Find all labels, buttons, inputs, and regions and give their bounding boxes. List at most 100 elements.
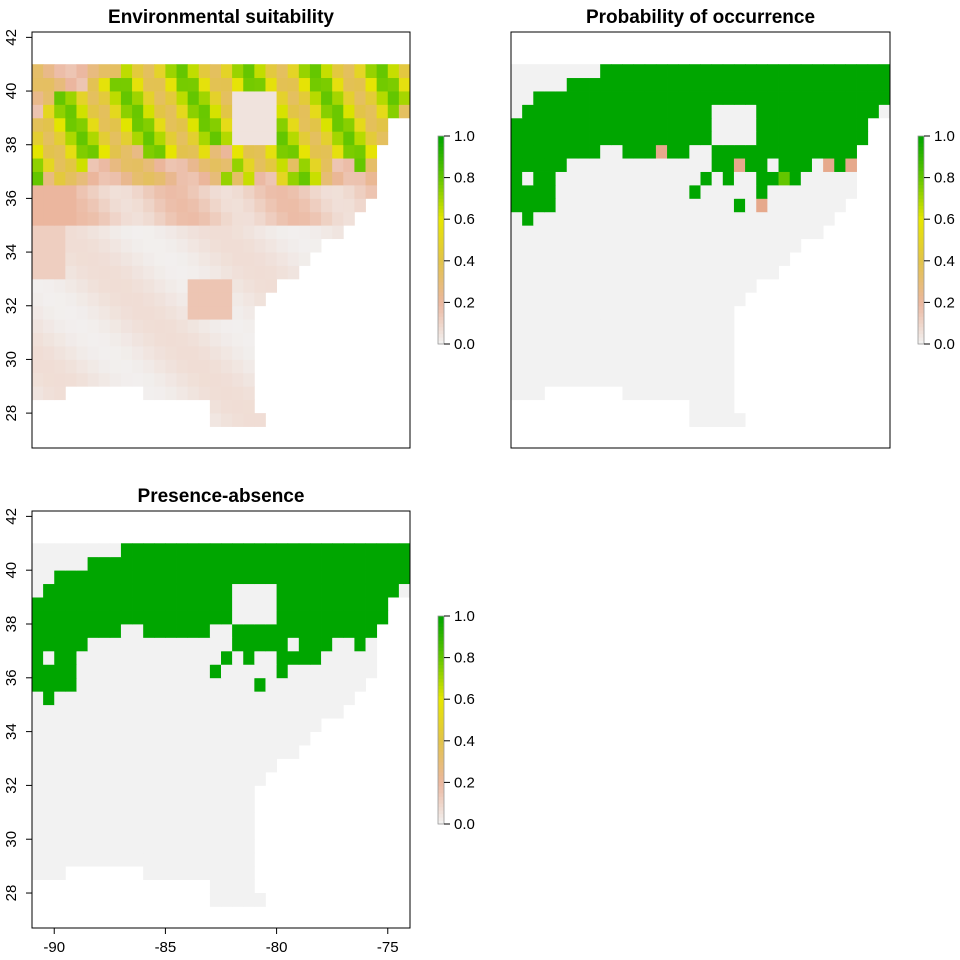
raster-cell — [566, 144, 579, 159]
raster-cell — [644, 386, 657, 401]
raster-cell — [109, 372, 122, 387]
raster-cell — [221, 866, 233, 880]
raster-cell — [143, 597, 155, 611]
raster-cell — [143, 319, 155, 333]
raster-cell — [154, 144, 166, 159]
raster-cell — [198, 852, 211, 867]
raster-cell — [398, 91, 411, 105]
raster-cell — [65, 570, 77, 585]
raster-cell — [43, 386, 55, 401]
raster-cell — [354, 64, 366, 79]
raster-cell — [276, 117, 289, 132]
raster-cell — [187, 77, 200, 92]
raster-cell — [232, 238, 244, 253]
raster-cell — [600, 77, 612, 92]
raster-cell — [43, 278, 55, 293]
raster-cell — [678, 171, 690, 186]
raster-cell — [254, 556, 266, 571]
raster-cell — [98, 597, 111, 611]
legend-gradient-step — [438, 136, 444, 140]
raster-cell — [54, 346, 66, 360]
raster-cell — [745, 64, 757, 79]
raster-cell — [511, 292, 523, 307]
raster-cell — [332, 104, 344, 119]
raster-cell — [365, 158, 378, 172]
legend-gradient-step — [918, 142, 924, 147]
raster-cell — [198, 583, 211, 598]
raster-cell — [109, 211, 122, 226]
raster-cell — [98, 319, 111, 333]
raster-cell — [76, 278, 88, 293]
legend-gradient-step — [918, 246, 924, 251]
raster-cell — [298, 158, 311, 172]
raster-cell — [254, 718, 266, 732]
raster-cell — [65, 758, 77, 773]
raster-cell — [154, 359, 166, 374]
raster-cell — [254, 64, 266, 79]
raster-cell — [76, 610, 88, 625]
raster-cell — [165, 319, 177, 333]
raster-cell — [265, 745, 277, 759]
raster-cell — [800, 91, 813, 105]
raster-cell — [678, 158, 690, 172]
raster-cell — [667, 225, 679, 240]
raster-cell — [254, 758, 266, 773]
raster-cell — [187, 866, 200, 880]
raster-cell — [165, 171, 177, 186]
raster-cell — [221, 265, 233, 280]
raster-cell — [243, 812, 255, 827]
raster-cell — [555, 171, 568, 186]
raster-cell — [43, 131, 55, 146]
raster-cell — [309, 556, 322, 571]
raster-cell — [187, 117, 200, 132]
raster-cell — [87, 346, 100, 360]
raster-cell — [689, 211, 701, 226]
raster-cell — [109, 238, 122, 253]
raster-cell — [120, 771, 133, 786]
raster-cell — [154, 171, 166, 186]
raster-cell — [276, 238, 289, 253]
raster-cell — [276, 198, 289, 213]
raster-cell — [221, 650, 233, 665]
raster-cell — [165, 623, 177, 638]
raster-cell — [209, 758, 222, 773]
raster-cell — [243, 399, 255, 414]
raster-cell — [120, 583, 133, 598]
raster-cell — [165, 798, 177, 813]
raster-cell — [165, 238, 177, 253]
raster-cell — [65, 718, 77, 732]
raster-cell — [254, 597, 266, 611]
raster-cell — [154, 372, 166, 387]
raster-cell — [65, 372, 77, 387]
raster-cell — [243, 879, 255, 894]
raster-cell — [209, 238, 222, 253]
raster-cell — [98, 117, 111, 132]
raster-cell — [309, 623, 322, 638]
raster-cell — [533, 211, 545, 226]
raster-cell — [845, 77, 857, 92]
raster-cell — [711, 238, 724, 253]
raster-cell — [332, 184, 344, 199]
raster-cell — [65, 198, 77, 213]
raster-cell — [600, 252, 612, 266]
legend-gradient-step — [438, 219, 444, 224]
raster-cell — [566, 117, 579, 132]
raster-cell — [54, 386, 66, 401]
raster-cell — [109, 292, 122, 307]
raster-cell — [845, 158, 857, 172]
legend-gradient-step — [918, 226, 924, 231]
raster-cell — [655, 77, 668, 92]
legend-gradient-step — [918, 337, 924, 342]
raster-cell — [767, 64, 779, 79]
raster-cell — [243, 650, 255, 665]
raster-cell — [622, 91, 635, 105]
raster-cell — [789, 198, 802, 213]
raster-cell — [109, 745, 122, 759]
raster-cell — [622, 386, 635, 401]
raster-cell — [689, 332, 701, 347]
raster-cell — [309, 211, 322, 226]
raster-cell — [298, 731, 311, 746]
raster-cell — [187, 225, 200, 240]
raster-cell — [689, 158, 701, 172]
raster-cell — [298, 225, 311, 240]
